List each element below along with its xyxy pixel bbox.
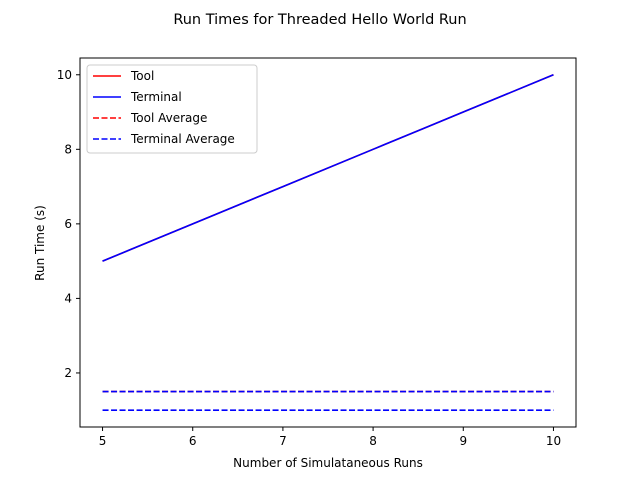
x-tick-label: 9 <box>459 434 467 448</box>
series-layer <box>102 74 554 412</box>
x-tick-label: 7 <box>279 434 287 448</box>
legend-frame <box>86 64 258 154</box>
x-tick-label: 5 <box>99 434 107 448</box>
y-tick-label: 4 <box>64 291 72 305</box>
plot-area-frame <box>79 57 577 428</box>
legend-entry-label: Tool <box>130 69 154 83</box>
legend-entry-label: Tool Average <box>130 111 207 125</box>
legend-entry-label: Terminal Average <box>130 132 235 146</box>
legend-entry-label: Terminal <box>130 90 182 104</box>
x-tick-label: 10 <box>546 434 561 448</box>
y-tick-label: 8 <box>64 142 72 156</box>
legend: Tool Terminal Tool Average Terminal Average <box>86 64 258 154</box>
series-line-1 <box>102 74 554 262</box>
x-axis-label: Number of Simulataneous Runs <box>233 456 423 470</box>
x-tick-label: 6 <box>189 434 197 448</box>
y-axis-ticks: 2 4 6 8 10 <box>57 68 80 380</box>
y-axis-label: Run Time (s) <box>33 205 47 281</box>
y-tick-label: 2 <box>64 366 72 380</box>
y-tick-label: 6 <box>64 217 72 231</box>
chart-title: Run Times for Threaded Hello World Run <box>173 12 466 28</box>
x-axis-ticks: 5 6 7 8 9 10 <box>99 427 561 448</box>
x-tick-label: 8 <box>369 434 377 448</box>
y-tick-label: 10 <box>57 68 72 82</box>
